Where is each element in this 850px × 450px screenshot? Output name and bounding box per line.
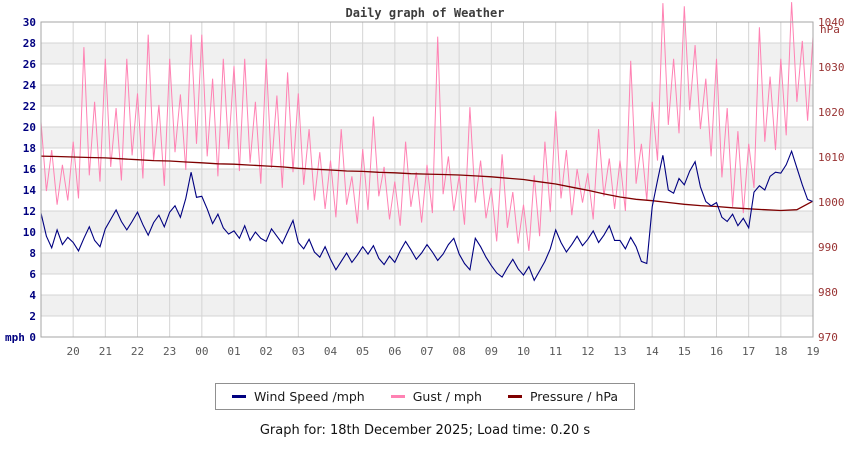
svg-text:990: 990 (818, 241, 838, 254)
svg-text:980: 980 (818, 286, 838, 299)
svg-text:11: 11 (549, 345, 562, 358)
pressure-line-swatch-icon (507, 395, 522, 398)
plot-border (40, 21, 814, 338)
svg-text:10: 10 (23, 226, 36, 239)
svg-text:19: 19 (806, 345, 819, 358)
svg-text:2: 2 (29, 310, 36, 323)
legend-item-wind: Wind Speed /mph (231, 389, 365, 404)
svg-text:14: 14 (23, 184, 37, 197)
svg-text:1010: 1010 (818, 151, 845, 164)
series-gust-mph (40, 2, 814, 251)
svg-text:1000: 1000 (818, 196, 845, 209)
svg-text:26: 26 (23, 58, 37, 71)
svg-text:09: 09 (485, 345, 498, 358)
svg-text:20: 20 (23, 121, 36, 134)
weather-chart: 0246810121416182022242628309709809901000… (5, 2, 845, 358)
legend-box: Wind Speed /mph Gust / mph Pressure / hP… (214, 383, 636, 410)
chart-title: Daily graph of Weather (345, 6, 505, 20)
svg-text:17: 17 (742, 345, 755, 358)
svg-text:01: 01 (227, 345, 240, 358)
svg-text:04: 04 (324, 345, 338, 358)
svg-text:16: 16 (23, 163, 37, 176)
svg-text:15: 15 (678, 345, 691, 358)
svg-text:8: 8 (29, 247, 36, 260)
gust-line-swatch-icon (390, 395, 405, 398)
svg-text:23: 23 (163, 345, 176, 358)
svg-text:00: 00 (195, 345, 208, 358)
svg-text:30: 30 (23, 16, 36, 29)
legend-label-wind: Wind Speed /mph (253, 389, 365, 404)
svg-text:06: 06 (388, 345, 401, 358)
svg-text:02: 02 (260, 345, 273, 358)
x-axis-ticks: 20 21 22 23 00 01 02 03 04 05 06 07 08 09 10 11 12 13 14 15… (67, 345, 820, 358)
svg-text:21: 21 (99, 345, 112, 358)
svg-text:28: 28 (23, 37, 36, 50)
right-axis-unit-label: hPa (820, 23, 840, 36)
gridlines (40, 21, 814, 338)
svg-text:970: 970 (818, 331, 838, 344)
svg-text:16: 16 (710, 345, 723, 358)
svg-text:18: 18 (23, 142, 36, 155)
svg-text:1030: 1030 (818, 61, 845, 74)
svg-text:18: 18 (774, 345, 787, 358)
right-axis-ticks: 970 980 990 1000 1010 1020 1030 1040 (818, 16, 845, 344)
svg-text:22: 22 (23, 100, 36, 113)
legend-label-pressure: Pressure / hPa (529, 389, 619, 404)
legend: Wind Speed /mph Gust / mph Pressure / hP… (0, 383, 850, 410)
graph-footer: Graph for: 18th December 2025; Load time… (259, 423, 591, 438)
svg-text:4: 4 (29, 289, 36, 302)
svg-text:03: 03 (292, 345, 305, 358)
left-axis-unit-label: mph (5, 331, 25, 344)
svg-text:6: 6 (29, 268, 36, 281)
svg-text:1040: 1040 (818, 16, 845, 29)
svg-text:10: 10 (517, 345, 530, 358)
svg-text:13: 13 (613, 345, 626, 358)
svg-text:07: 07 (420, 345, 433, 358)
svg-text:24: 24 (23, 79, 37, 92)
series-pressure-hpa (40, 155, 814, 212)
legend-item-gust: Gust / mph (390, 389, 482, 404)
svg-text:05: 05 (356, 345, 369, 358)
svg-text:08: 08 (453, 345, 466, 358)
svg-text:12: 12 (581, 345, 594, 358)
svg-text:20: 20 (67, 345, 80, 358)
svg-text:14: 14 (646, 345, 660, 358)
svg-text:1020: 1020 (818, 106, 845, 119)
wind-line-swatch-icon (231, 395, 246, 398)
legend-label-gust: Gust / mph (412, 389, 482, 404)
svg-text:12: 12 (23, 205, 36, 218)
legend-item-pressure: Pressure / hPa (507, 389, 619, 404)
series-wind-speed-mph (40, 149, 814, 282)
svg-text:0: 0 (29, 331, 36, 344)
svg-text:22: 22 (131, 345, 144, 358)
